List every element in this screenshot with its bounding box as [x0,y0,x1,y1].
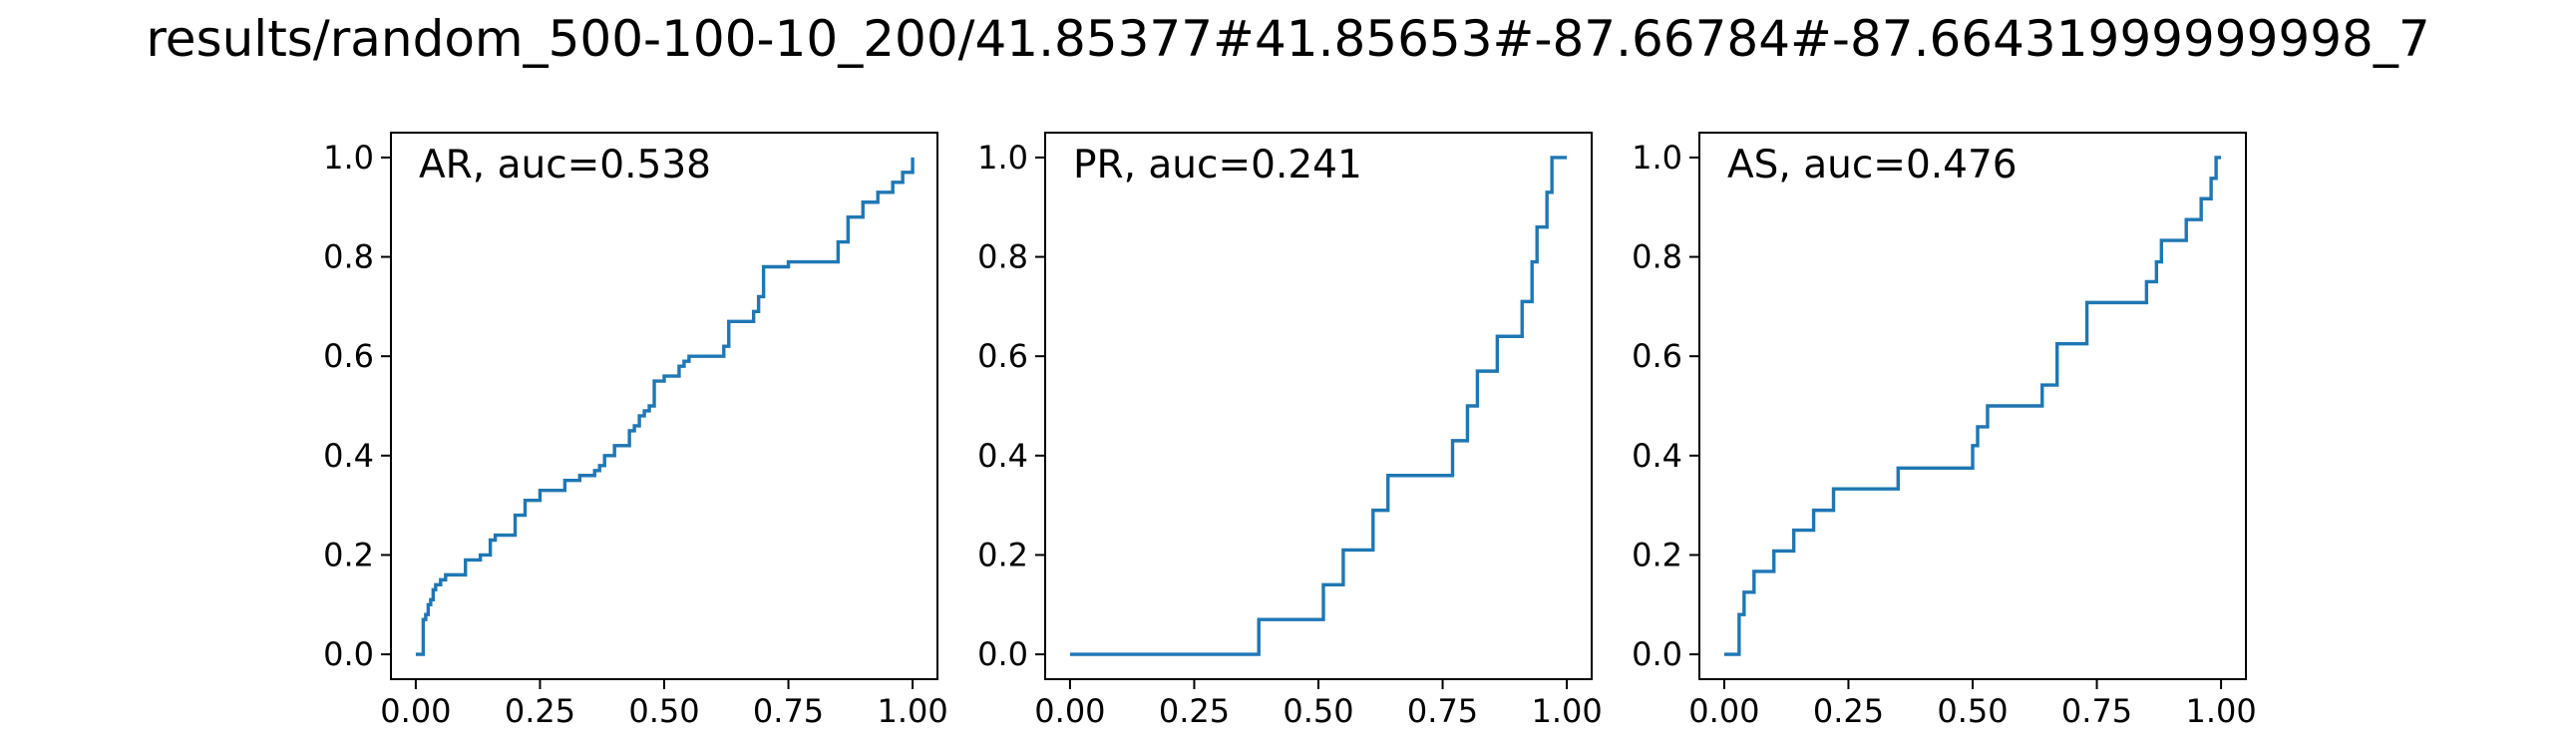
y-tick-label: 0.6 [1632,337,1682,375]
x-tick-label: 0.00 [1034,692,1105,730]
x-tick-label: 0.50 [628,692,699,730]
y-tick-label: 1.0 [323,139,374,177]
x-tick-label: 0.50 [1937,692,2008,730]
x-tick-label: 0.75 [2061,692,2132,730]
y-tick-label: 0.4 [977,437,1028,475]
subplot-3: 0.00 0.25 0.50 0.75 1.00 0.0 0.2 0.4 0.6 0.8 1.0 AS… [1632,132,2257,730]
y-tick-label: 0.0 [323,635,374,673]
y-tick-label: 0.2 [1632,536,1682,573]
x-tick-label: 0.25 [1813,692,1884,730]
subplot-title: AR, auc=0.538 [419,143,711,188]
x-tick-label: 1.00 [877,692,947,730]
y-tick-label: 1.0 [977,139,1028,177]
x-tick-label: 0.50 [1283,692,1353,730]
y-tick-label: 0.6 [323,337,374,375]
x-tick-label: 0.00 [1688,692,1759,730]
x-tick-label: 0.25 [1159,692,1230,730]
x-tick-label: 0.25 [505,692,575,730]
x-tick-label: 0.75 [1407,692,1478,730]
y-tick-label: 0.2 [977,536,1028,573]
y-tick-label: 0.8 [977,238,1028,276]
y-tick-label: 0.8 [1632,238,1682,276]
x-tick-label: 1.00 [1531,692,1602,730]
axes-frame [1698,132,2247,680]
x-tick-label: 0.00 [380,692,451,730]
y-tick-label: 0.2 [323,536,374,573]
subplot-2: 0.00 0.25 0.50 0.75 1.00 0.0 0.2 0.4 0.6 0.8 1.0 PR… [977,132,1603,730]
axes-frame [1044,132,1593,680]
series-line-2 [1069,156,1568,656]
series-line-3 [1723,156,2222,656]
y-tick-label: 1.0 [1632,139,1682,177]
subplot-title: PR, auc=0.241 [1073,143,1362,188]
y-tick-label: 0.0 [977,635,1028,673]
x-tick-label: 1.00 [2185,692,2256,730]
subplot-1: 0.00 0.25 0.50 0.75 1.00 0.0 0.2 0.4 0.6 0.8 1.0 AR… [323,132,948,730]
y-tick-label: 0.4 [1632,437,1682,475]
subplot-title: AS, auc=0.476 [1727,143,2018,188]
y-tick-label: 0.6 [977,337,1028,375]
y-tick-label: 0.0 [1632,635,1682,673]
x-tick-label: 0.75 [753,692,824,730]
series-line-1 [415,157,915,656]
figure-title: results/random_500-100-10_200/41.85377#4… [146,10,2430,68]
axes-frame [390,132,938,680]
y-tick-label: 0.4 [323,437,374,475]
y-tick-label: 0.8 [323,238,374,276]
